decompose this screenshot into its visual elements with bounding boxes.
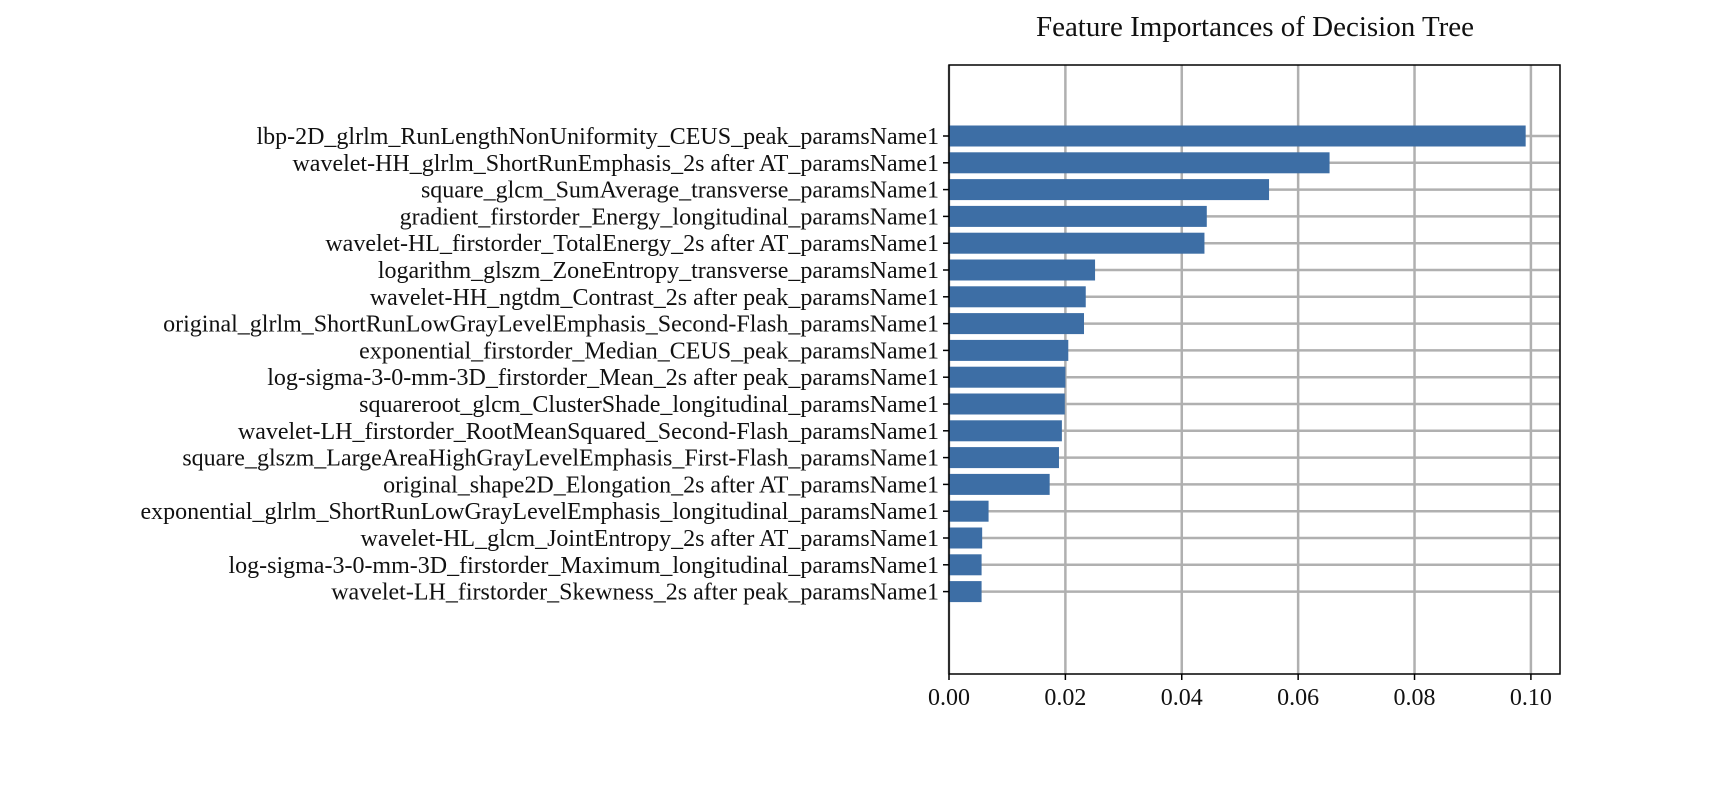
- bar: [949, 179, 1270, 201]
- bar: [949, 473, 1050, 495]
- bar: [949, 232, 1205, 254]
- category-label: exponential_firstorder_Median_CEUS_peak_…: [359, 338, 939, 364]
- bar: [949, 339, 1069, 361]
- category-label: wavelet-HH_glrlm_ShortRunEmphasis_2s aft…: [292, 151, 939, 177]
- category-label: gradient_firstorder_Energy_longitudinal_…: [400, 204, 939, 230]
- category-label: original_glrlm_ShortRunLowGrayLevelEmpha…: [163, 312, 939, 338]
- category-label: exponential_glrlm_ShortRunLowGrayLevelEm…: [140, 499, 939, 525]
- category-label: logarithm_glszm_ZoneEntropy_transverse_p…: [378, 258, 939, 284]
- category-label: square_glszm_LargeAreaHighGrayLevelEmpha…: [182, 446, 939, 472]
- bars: [949, 125, 1526, 603]
- category-label: wavelet-LH_firstorder_Skewness_2s after …: [331, 580, 939, 606]
- bar: [949, 527, 983, 549]
- bar: [949, 366, 1066, 388]
- plot-frame: [948, 64, 1561, 675]
- bar: [949, 581, 982, 603]
- x-tick-label: 0.04: [1161, 685, 1203, 711]
- bar: [949, 420, 1062, 442]
- bar: [949, 500, 989, 522]
- category-label: lbp-2D_glrlm_RunLengthNonUniformity_CEUS…: [256, 124, 939, 150]
- x-tick-label: 0.00: [928, 685, 970, 711]
- bar: [949, 259, 1096, 281]
- x-tick-label: 0.08: [1394, 685, 1436, 711]
- category-label: log-sigma-3-0-mm-3D_firstorder_Mean_2s a…: [267, 365, 939, 391]
- chart-title: Feature Importances of Decision Tree: [1036, 11, 1474, 43]
- bar: [949, 393, 1065, 415]
- category-label: wavelet-HH_ngtdm_Contrast_2s after peak_…: [370, 285, 939, 311]
- category-label: wavelet-LH_firstorder_RootMeanSquared_Se…: [238, 419, 939, 445]
- bar: [949, 286, 1086, 308]
- category-label: original_shape2D_Elongation_2s after AT_…: [383, 472, 939, 498]
- x-tick-label: 0.06: [1277, 685, 1319, 711]
- bar: [949, 152, 1330, 174]
- x-tick-label: 0.02: [1044, 685, 1086, 711]
- bar: [949, 447, 1059, 469]
- bar: [949, 205, 1207, 227]
- bar: [949, 313, 1085, 335]
- bar: [949, 554, 982, 576]
- x-tick-label: 0.10: [1510, 685, 1552, 711]
- category-label: wavelet-HL_firstorder_TotalEnergy_2s aft…: [325, 231, 939, 257]
- category-label: wavelet-HL_glcm_JointEntropy_2s after AT…: [360, 526, 939, 552]
- category-label: square_glcm_SumAverage_transverse_params…: [421, 178, 939, 204]
- bar: [949, 125, 1526, 147]
- category-labels: lbp-2D_glrlm_RunLengthNonUniformity_CEUS…: [140, 124, 939, 606]
- x-axis-ticks: 0.00 0.02 0.04 0.06 0.08 0.10: [928, 135, 1552, 711]
- category-label: log-sigma-3-0-mm-3D_firstorder_Maximum_l…: [228, 553, 939, 579]
- category-label: squareroot_glcm_ClusterShade_longitudina…: [359, 392, 939, 418]
